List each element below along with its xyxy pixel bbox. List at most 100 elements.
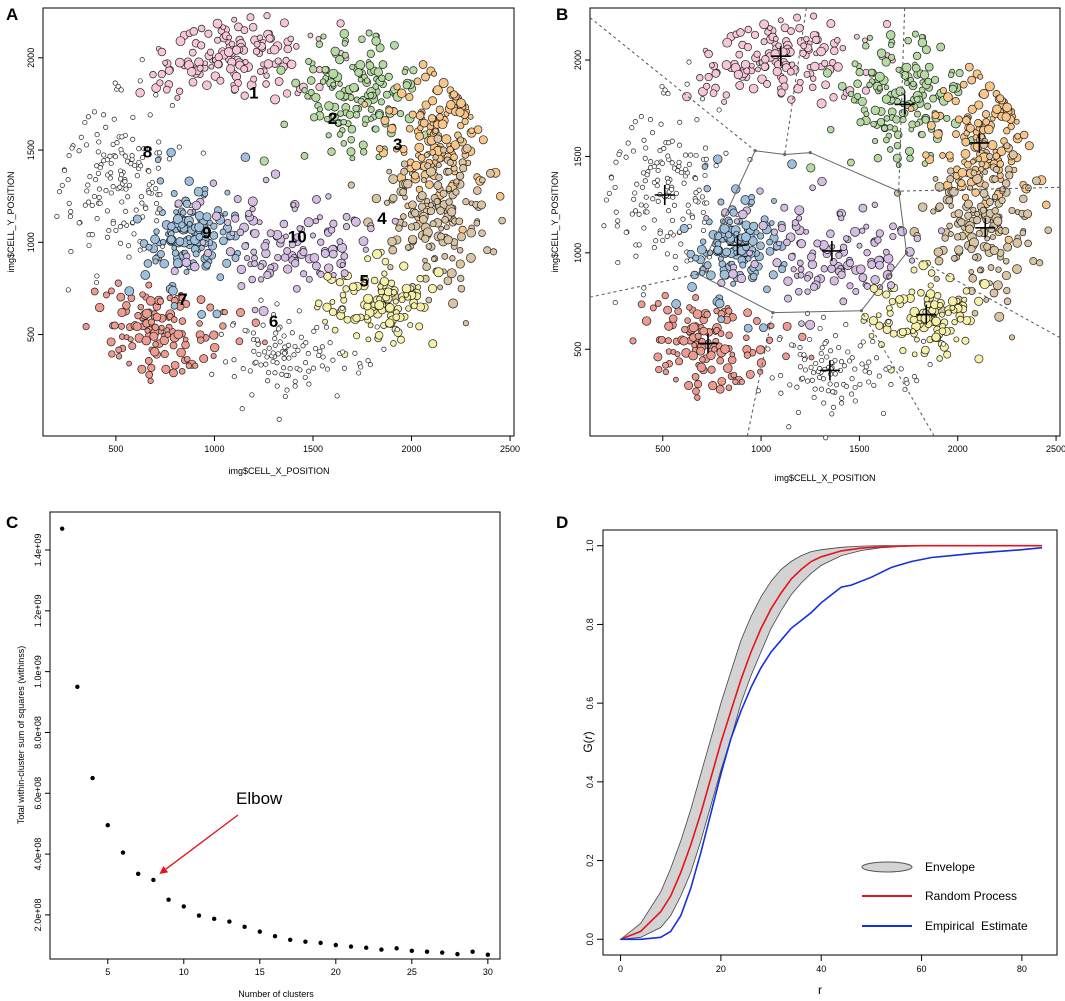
cluster-3-cell bbox=[979, 89, 989, 99]
cluster-6-cell bbox=[800, 375, 806, 381]
cluster-1-cell bbox=[800, 42, 808, 50]
cluster-1-cell bbox=[157, 47, 167, 57]
cluster-2-cell bbox=[873, 154, 883, 163]
cluster-4-cell bbox=[972, 173, 983, 184]
cluster-7-cell bbox=[134, 312, 142, 320]
cluster-2-cell bbox=[943, 114, 951, 122]
cluster-6-cell bbox=[279, 371, 285, 377]
cluster-7-cell bbox=[674, 351, 681, 358]
panel-d-y-tick-label: 0.6 bbox=[585, 697, 595, 710]
voronoi-vertex bbox=[771, 311, 775, 315]
cluster-4-cell bbox=[1032, 176, 1041, 186]
voronoi-edge bbox=[589, 273, 699, 298]
elbow-point bbox=[318, 940, 323, 946]
cluster-8-cell bbox=[169, 103, 175, 109]
cluster-4-cell bbox=[975, 229, 983, 237]
cluster-5-cell bbox=[377, 283, 384, 290]
cluster-4-cell bbox=[430, 256, 437, 262]
cluster-1-cell bbox=[204, 29, 213, 38]
panel-d-y-tick-label: 0.2 bbox=[585, 854, 595, 867]
cluster-10-cell bbox=[305, 275, 313, 283]
cluster-1-cell bbox=[156, 79, 164, 87]
cluster-6-cell bbox=[319, 363, 325, 369]
cluster-4-cell bbox=[1003, 242, 1013, 252]
cluster-8-cell bbox=[686, 161, 692, 167]
cluster-7-cell bbox=[688, 322, 699, 333]
cluster-9-cell bbox=[170, 302, 179, 310]
cluster-2-cell bbox=[328, 68, 339, 79]
cluster-2-cell bbox=[309, 65, 318, 74]
cluster-9-cell bbox=[741, 220, 751, 230]
cluster-4-cell bbox=[452, 188, 460, 196]
cluster-10-cell bbox=[231, 214, 240, 223]
cluster-8-cell bbox=[114, 140, 120, 146]
cluster-7-cell bbox=[145, 296, 156, 306]
cluster-2-cell bbox=[857, 96, 867, 107]
cluster-2-cell bbox=[357, 77, 364, 83]
panel-a-y-axis-label: img$CELL_Y_POSITION bbox=[6, 171, 16, 272]
cluster-8-cell bbox=[166, 156, 172, 162]
cluster-9-cell bbox=[759, 323, 768, 333]
cluster-2-cell bbox=[826, 125, 835, 134]
cluster-5-cell bbox=[875, 312, 882, 319]
cluster-10-cell bbox=[317, 270, 325, 278]
cluster-7-cell bbox=[664, 337, 672, 345]
cluster-10-cell bbox=[324, 263, 334, 273]
cluster-1-cell bbox=[772, 36, 779, 42]
cluster-3-cell bbox=[1019, 130, 1029, 140]
cluster-7-cell bbox=[144, 357, 153, 365]
cluster-2-cell bbox=[914, 110, 921, 118]
cluster-4-cell bbox=[968, 274, 977, 283]
cluster-3-cell bbox=[945, 151, 954, 160]
cluster-7-cell bbox=[173, 329, 184, 340]
cluster-9-cell bbox=[713, 154, 723, 164]
elbow-point bbox=[257, 929, 262, 934]
cluster-4-cell bbox=[399, 188, 407, 196]
cluster-4-cell bbox=[388, 245, 398, 255]
cluster-2-cell bbox=[881, 94, 891, 104]
cluster-6-cell bbox=[282, 344, 288, 350]
cluster-9-cell bbox=[219, 228, 227, 236]
cluster-2-cell bbox=[396, 110, 405, 118]
cluster-3-cell bbox=[495, 192, 505, 201]
cluster-5-cell bbox=[331, 326, 339, 334]
cluster-4-cell bbox=[954, 245, 964, 255]
panel-b-x-tick-label: 2000 bbox=[948, 444, 968, 454]
cluster-5-cell bbox=[392, 298, 399, 305]
cluster-8-cell bbox=[654, 160, 660, 166]
cluster-10-cell bbox=[837, 210, 843, 217]
cluster-2-cell bbox=[375, 43, 385, 53]
cluster-1-cell bbox=[240, 26, 249, 34]
cluster-8-cell bbox=[723, 150, 729, 156]
cluster-1-cell bbox=[733, 69, 744, 80]
cluster-1-cell bbox=[188, 77, 198, 87]
cluster-4-cell bbox=[422, 257, 428, 264]
cluster-6-cell bbox=[255, 341, 261, 347]
panel-b-y-tick-label: 2000 bbox=[573, 50, 583, 70]
cluster-4-cell bbox=[457, 232, 466, 242]
cluster-8-cell bbox=[104, 157, 110, 163]
cluster-10-cell bbox=[340, 269, 349, 278]
cluster-3-cell bbox=[385, 106, 394, 115]
cluster-8-cell bbox=[671, 202, 678, 208]
cluster-4-cell bbox=[466, 253, 476, 263]
cluster-8-cell bbox=[632, 208, 639, 214]
cluster-1-cell bbox=[821, 80, 830, 90]
cluster-9-cell bbox=[717, 315, 725, 324]
cluster-10-cell bbox=[804, 274, 811, 282]
voronoi-edge bbox=[906, 252, 1061, 339]
cluster-2-cell bbox=[349, 155, 356, 162]
cluster-8-cell bbox=[680, 216, 686, 222]
cluster-6-cell bbox=[381, 346, 387, 352]
cluster-6-cell bbox=[367, 362, 373, 368]
cluster-2-cell bbox=[325, 132, 332, 139]
cluster-10-cell bbox=[829, 276, 839, 286]
cluster-8-cell bbox=[153, 186, 159, 192]
cluster-1-cell bbox=[704, 49, 713, 59]
cluster-5-cell bbox=[927, 282, 934, 289]
cluster-6-cell bbox=[298, 334, 304, 340]
cluster-2-cell bbox=[341, 51, 349, 59]
cluster-10-cell bbox=[329, 219, 338, 228]
